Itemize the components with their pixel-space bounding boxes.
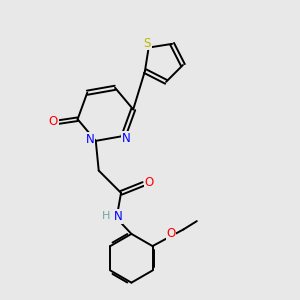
Text: N: N — [86, 133, 95, 146]
Text: O: O — [145, 176, 154, 189]
Text: N: N — [114, 210, 122, 223]
Text: O: O — [49, 115, 58, 128]
Text: N: N — [122, 131, 131, 145]
Text: O: O — [166, 227, 176, 240]
Text: H: H — [102, 212, 110, 221]
Text: S: S — [143, 37, 151, 50]
